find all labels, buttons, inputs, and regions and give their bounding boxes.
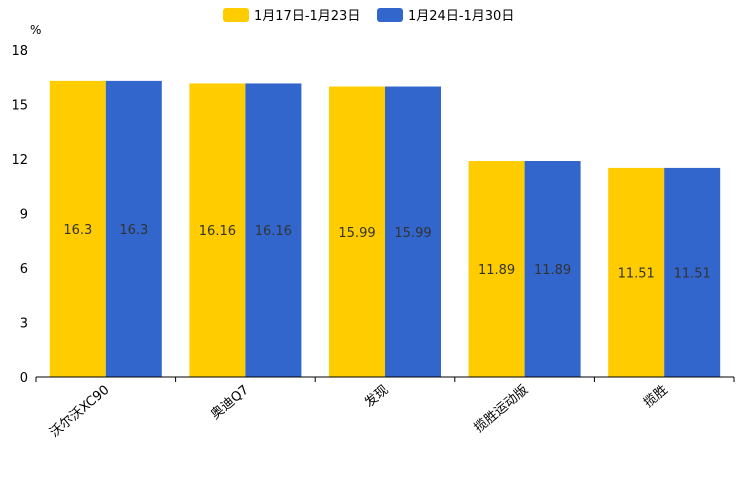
bar-1-4[interactable] bbox=[468, 160, 525, 377]
bar-1-1[interactable] bbox=[49, 80, 106, 377]
bar-2-4[interactable] bbox=[524, 160, 581, 377]
legend-swatch bbox=[377, 8, 403, 22]
bar-1-3[interactable] bbox=[329, 86, 385, 377]
data-label: 11.51 bbox=[618, 266, 655, 281]
y-axis-unit-label: % bbox=[30, 23, 41, 37]
y-tick-label: 15 bbox=[11, 99, 28, 114]
bar-1-2[interactable] bbox=[189, 83, 246, 377]
y-tick-label: 18 bbox=[11, 44, 28, 59]
bar-2-5[interactable] bbox=[664, 167, 721, 377]
x-category-label: 沃尔沃XC90 bbox=[47, 383, 112, 441]
y-axis: 0 3 6 9 12 15 18 bbox=[11, 44, 28, 386]
legend-item-2[interactable]: 1月24日-1月30日 bbox=[377, 8, 514, 24]
data-label: 15.99 bbox=[394, 226, 431, 241]
legend[interactable]: 1月17日-1月23日 1月24日-1月30日 bbox=[223, 8, 514, 24]
bar-2-1[interactable] bbox=[105, 80, 162, 377]
x-axis: 沃尔沃XC90 奥迪Q7 发现 揽胜运动版 揽胜 bbox=[35, 376, 735, 441]
data-label: 16.3 bbox=[63, 223, 92, 238]
bar-1-5[interactable] bbox=[608, 167, 665, 377]
legend-label: 1月24日-1月30日 bbox=[408, 9, 514, 24]
bars: 16.3 16.16 15.99 11.89 11.51 16.3 16.16 15.99 11… bbox=[49, 80, 721, 377]
x-category-label: 奥迪Q7 bbox=[208, 383, 252, 423]
y-tick-label: 6 bbox=[20, 262, 28, 277]
data-label: 11.89 bbox=[534, 263, 571, 278]
y-tick-label: 3 bbox=[20, 317, 28, 332]
x-category-label: 发现 bbox=[361, 382, 391, 411]
x-category-label: 揽胜 bbox=[641, 382, 671, 411]
legend-item-1[interactable]: 1月17日-1月23日 bbox=[223, 8, 360, 24]
data-label: 15.99 bbox=[338, 226, 375, 241]
x-category-label: 揽胜运动版 bbox=[471, 382, 531, 436]
y-tick-label: 12 bbox=[11, 153, 28, 168]
bar-2-3[interactable] bbox=[385, 86, 441, 377]
legend-label: 1月17日-1月23日 bbox=[254, 9, 360, 24]
y-tick-label: 9 bbox=[20, 208, 28, 223]
data-label: 11.89 bbox=[478, 263, 515, 278]
data-label: 16.16 bbox=[199, 224, 236, 239]
y-tick-label: 0 bbox=[20, 371, 28, 386]
data-label: 11.51 bbox=[674, 266, 711, 281]
legend-swatch bbox=[223, 8, 249, 22]
data-label: 16.16 bbox=[255, 224, 292, 239]
bar-2-2[interactable] bbox=[245, 83, 302, 377]
data-label: 16.3 bbox=[119, 223, 148, 238]
